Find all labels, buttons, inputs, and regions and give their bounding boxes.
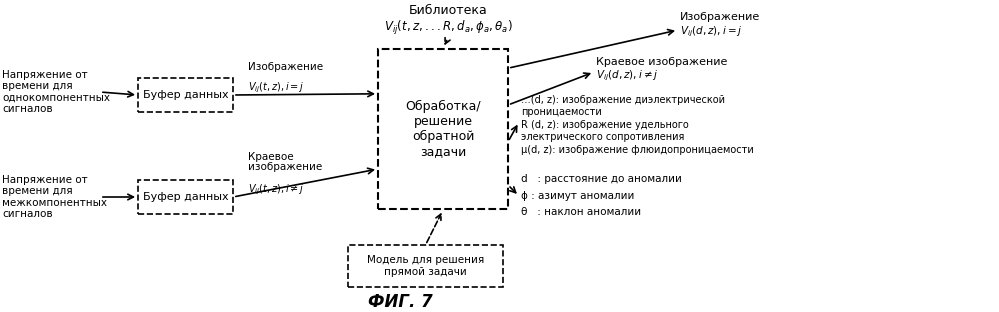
Text: Модель для решения
прямой задачи: Модель для решения прямой задачи [367,255,485,277]
Text: μ(d, z): изображение флюидопроницаемости: μ(d, z): изображение флюидопроницаемости [521,145,754,155]
FancyBboxPatch shape [138,78,233,112]
Text: Напряжение от
времени для
однокомпонентных
сигналов: Напряжение от времени для однокомпонентн… [2,70,110,115]
FancyBboxPatch shape [378,49,508,209]
Text: Краевое изображение: Краевое изображение [596,57,727,67]
Text: проницаемости: проницаемости [521,107,601,117]
Text: ϕ : азимут аномалии: ϕ : азимут аномалии [521,191,634,201]
Text: $V_{ij}(d, z), i \neq j$: $V_{ij}(d, z), i \neq j$ [596,69,658,83]
Text: ФИГ. 7: ФИГ. 7 [368,293,433,311]
Text: электрического сопротивления: электрического сопротивления [521,132,684,142]
Text: Изображение: Изображение [248,62,323,72]
Text: Обработка/
решение
обратной
задачи: Обработка/ решение обратной задачи [406,100,481,158]
Text: $V_{ij}(d, z), i = j$: $V_{ij}(d, z), i = j$ [680,25,742,39]
Text: Буфер данных: Буфер данных [143,192,229,202]
Text: Краевое: Краевое [248,152,294,162]
Text: θ   : наклон аномалии: θ : наклон аномалии [521,207,641,217]
Text: d   : расстояние до аномалии: d : расстояние до аномалии [521,174,682,184]
Text: $V_{ij}(t, z), i = j$: $V_{ij}(t, z), i = j$ [248,81,305,95]
Text: изображение: изображение [248,162,323,172]
Text: R (d, z): изображение удельного: R (d, z): изображение удельного [521,120,688,130]
Text: Библиотека: Библиотека [409,3,488,17]
FancyBboxPatch shape [348,245,503,287]
Text: …(d, z): изображение диэлектрической: …(d, z): изображение диэлектрической [521,95,725,105]
Text: $V_{ij}(t, z), i \neq j$: $V_{ij}(t, z), i \neq j$ [248,183,305,197]
FancyBboxPatch shape [138,180,233,214]
Text: $V_{ij}(t, z,...R, d_a, \phi_a, \theta_a)$: $V_{ij}(t, z,...R, d_a, \phi_a, \theta_a… [384,19,512,37]
Text: Изображение: Изображение [680,12,760,22]
Text: Напряжение от
времени для
межкомпонентных
сигналов: Напряжение от времени для межкомпонентны… [2,175,107,219]
Text: Буфер данных: Буфер данных [143,90,229,100]
